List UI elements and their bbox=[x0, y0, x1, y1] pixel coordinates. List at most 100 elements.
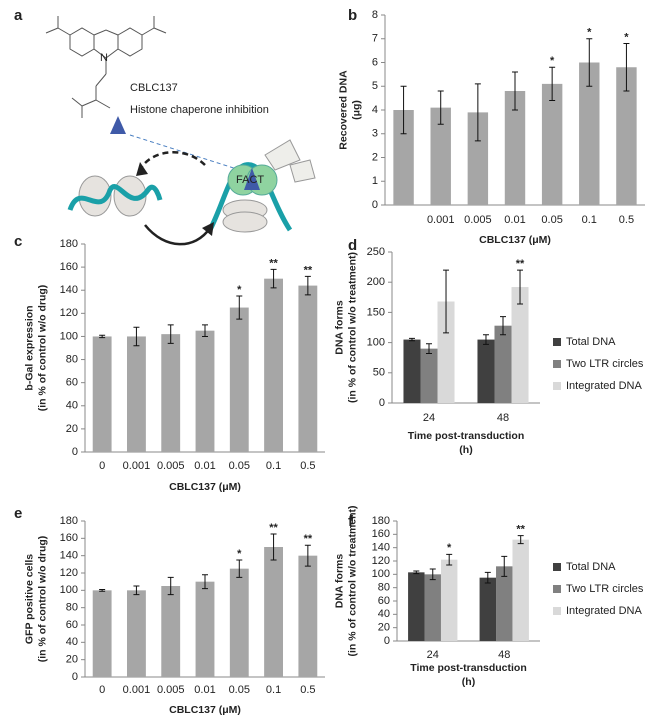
atom-label: N bbox=[100, 52, 108, 64]
y-tick-label: 160 bbox=[60, 532, 78, 544]
x-tick-label: 48 bbox=[497, 412, 509, 424]
bar bbox=[393, 110, 414, 205]
y-tick-label: 140 bbox=[60, 550, 78, 562]
error-bar bbox=[623, 43, 630, 92]
y-tick-label: 20 bbox=[378, 622, 390, 634]
y-tick-label: 80 bbox=[66, 353, 78, 365]
x-tick-label: 24 bbox=[427, 649, 439, 661]
y-tick-label: 0 bbox=[379, 397, 385, 409]
bar bbox=[467, 112, 489, 205]
y-tick-label: 100 bbox=[367, 337, 385, 349]
bar bbox=[161, 334, 181, 452]
y-tick-label: 180 bbox=[60, 238, 78, 250]
error-bar bbox=[202, 574, 208, 590]
x-tick-label: 0.1 bbox=[266, 460, 281, 472]
bar bbox=[127, 590, 146, 677]
error-bar bbox=[517, 269, 524, 305]
y-tick-label: 20 bbox=[66, 423, 78, 435]
significance-label: ** bbox=[304, 533, 313, 545]
bar bbox=[616, 67, 637, 205]
bar bbox=[229, 568, 249, 677]
arrow bbox=[144, 224, 212, 246]
error-bar bbox=[517, 535, 524, 545]
y-tick-label: 250 bbox=[367, 246, 385, 258]
significance-label: * bbox=[237, 548, 242, 560]
bar bbox=[541, 83, 563, 205]
y-tick-label: 6 bbox=[372, 56, 378, 68]
error-bar bbox=[408, 337, 415, 342]
bar bbox=[512, 539, 529, 641]
significance-label: ** bbox=[516, 524, 525, 536]
x-tick-label: 0.001 bbox=[123, 684, 151, 696]
y-tick-label: 3 bbox=[372, 128, 378, 140]
y-tick-label: 7 bbox=[372, 33, 378, 45]
arrow bbox=[138, 151, 206, 171]
x-tick-label: 0 bbox=[99, 460, 105, 472]
bar bbox=[477, 339, 495, 403]
y-tick-label: 8 bbox=[372, 9, 378, 21]
legend-swatch bbox=[553, 607, 561, 615]
error-bar bbox=[512, 71, 518, 111]
error-bar bbox=[304, 275, 311, 296]
x-tick-label: 0.5 bbox=[300, 684, 315, 696]
significance-label: * bbox=[587, 27, 592, 39]
bar bbox=[264, 547, 283, 677]
bar bbox=[494, 325, 512, 403]
x-tick-label: 48 bbox=[498, 649, 510, 661]
y-axis-label: b-Gal expression bbox=[23, 305, 35, 390]
x-axis-label: CBLC137 (μM) bbox=[479, 234, 551, 246]
x-tick-label: 0.005 bbox=[157, 460, 185, 472]
y-tick-label: 200 bbox=[367, 276, 385, 288]
error-bar bbox=[304, 544, 311, 567]
molecule bbox=[45, 16, 167, 118]
y-tick-label: 120 bbox=[60, 307, 78, 319]
y-tick-label: 100 bbox=[372, 568, 390, 580]
bar bbox=[511, 287, 529, 403]
legend-label: Two LTR circles bbox=[566, 358, 644, 370]
legend-swatch bbox=[553, 338, 561, 346]
y-tick-label: 80 bbox=[378, 582, 390, 594]
y-tick-label: 0 bbox=[372, 199, 378, 211]
error-bar bbox=[270, 533, 277, 561]
y-axis-label: GFP positive cells bbox=[23, 554, 35, 644]
error-bar bbox=[474, 83, 481, 142]
y-tick-label: 60 bbox=[66, 619, 78, 631]
panel-letter: a bbox=[14, 7, 23, 24]
bar bbox=[440, 559, 458, 641]
panel-letter: f bbox=[348, 513, 354, 530]
y-axis-label: (in % of control w/o drug) bbox=[36, 536, 48, 663]
y-axis-label: DNA forms bbox=[333, 300, 345, 355]
y-tick-label: 2 bbox=[372, 151, 378, 163]
y-tick-label: 1 bbox=[372, 175, 378, 187]
y-tick-label: 140 bbox=[60, 284, 78, 296]
error-bar bbox=[133, 585, 140, 596]
error-bar bbox=[426, 343, 432, 354]
x-axis-label: (h) bbox=[462, 676, 475, 688]
y-axis-label: DNA forms bbox=[333, 554, 345, 609]
bar bbox=[420, 348, 438, 403]
y-tick-label: 40 bbox=[66, 636, 78, 648]
bar bbox=[127, 336, 146, 452]
legend-swatch bbox=[553, 382, 561, 390]
bar bbox=[479, 577, 497, 641]
y-axis-label: (in % of control w/o drug) bbox=[36, 285, 48, 412]
panel-letter: d bbox=[348, 237, 357, 254]
y-tick-label: 0 bbox=[384, 635, 390, 647]
x-tick-label: 0.001 bbox=[427, 214, 455, 226]
y-tick-label: 0 bbox=[72, 671, 78, 683]
caption: Histone chaperone inhibition bbox=[130, 104, 269, 116]
y-tick-label: 180 bbox=[372, 515, 390, 527]
panel-letter: e bbox=[14, 505, 22, 522]
x-tick-label: 0.05 bbox=[229, 684, 250, 696]
x-tick-label: 0.5 bbox=[619, 214, 634, 226]
y-tick-label: 180 bbox=[60, 515, 78, 527]
x-tick-label: 0.05 bbox=[229, 460, 250, 472]
y-tick-label: 150 bbox=[367, 306, 385, 318]
x-tick-label: 0.1 bbox=[582, 214, 597, 226]
x-tick-label: 0.005 bbox=[464, 214, 492, 226]
inhibitor-icon bbox=[110, 116, 126, 134]
y-tick-label: 100 bbox=[60, 330, 78, 342]
y-tick-label: 60 bbox=[378, 595, 390, 607]
bar bbox=[403, 339, 421, 403]
